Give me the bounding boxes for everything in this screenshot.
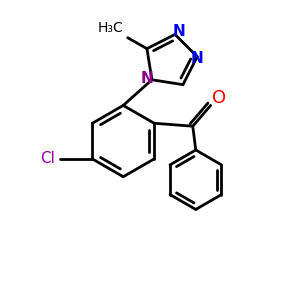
Text: O: O xyxy=(212,89,226,107)
Text: N: N xyxy=(191,51,204,66)
Text: N: N xyxy=(173,24,186,39)
Text: H₃C: H₃C xyxy=(98,21,123,35)
Text: N: N xyxy=(141,71,154,86)
Text: Cl: Cl xyxy=(40,152,55,166)
